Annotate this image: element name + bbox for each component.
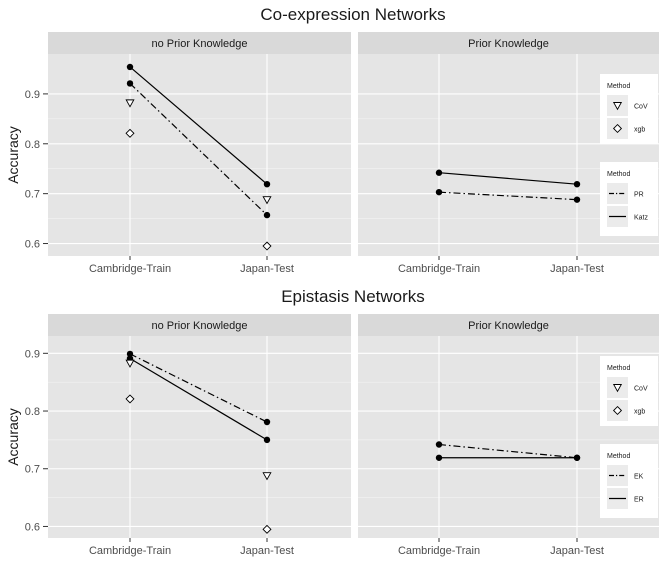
legend-title: Method	[607, 83, 630, 90]
legend-key	[607, 465, 628, 486]
legend-label: EK	[634, 474, 644, 481]
data-point-xgb	[262, 241, 272, 251]
data-point-er	[435, 454, 443, 461]
legend-key-cov	[612, 384, 623, 393]
series-line-er	[129, 357, 268, 441]
panel-1: no Prior Knowledge Cambridge-Train Japan-T…	[48, 314, 351, 557]
plot-panel	[48, 336, 351, 538]
data-point-xgb	[262, 524, 272, 534]
data-point-er	[263, 436, 271, 444]
x-tick-label: Cambridge-Train	[398, 545, 480, 557]
legend: Method CoV xgb	[600, 74, 658, 144]
y-tick-label: 0.9	[25, 348, 40, 360]
facet-strip-label: no Prior Knowledge	[151, 320, 247, 332]
facet-strip-label: no Prior Knowledge	[151, 38, 247, 50]
data-point-ek	[435, 441, 443, 448]
facet-strip-label: Prior Knowledge	[468, 38, 549, 50]
legend-label: Katz	[634, 215, 649, 222]
facet-strip	[48, 32, 351, 54]
data-point-katz	[573, 180, 581, 188]
y-tick-label: 0.6	[25, 521, 40, 533]
x-tick-label: Japan-Test	[550, 545, 604, 557]
x-tick-label: Cambridge-Train	[89, 263, 171, 275]
data-point-cov	[125, 99, 135, 108]
x-tick-label: Japan-Test	[550, 263, 604, 275]
legend-label: CoV	[634, 386, 648, 393]
legend-label: PR	[634, 192, 644, 199]
y-tick-label: 0.8	[25, 139, 40, 151]
series-line-pr	[438, 191, 578, 201]
panel-1: no Prior Knowledge Cambridge-Train Japan-T…	[48, 32, 351, 275]
facet-strip	[358, 32, 659, 54]
legend: Method PR Katz	[600, 162, 658, 236]
data-point-cov	[125, 359, 135, 368]
data-point-ek	[263, 418, 271, 426]
y-axis-label: Accuracy	[5, 408, 21, 466]
y-tick-label: 0.7	[25, 464, 40, 476]
y-tick-label: 0.9	[25, 89, 40, 101]
y-tick-label: 0.7	[25, 189, 40, 201]
y-axis-label: Accuracy	[5, 126, 21, 184]
x-tick-label: Cambridge-Train	[89, 545, 171, 557]
panel-2: Prior Knowledge Cambridge-Train Japan-Test	[358, 32, 659, 275]
chart-1: Co-expression Networks Accuracy 0.6 0.7 0.8 0…	[5, 5, 659, 275]
legend-label: xgb	[634, 409, 645, 416]
chart-2: Epistasis Networks Accuracy 0.6 0.7 0.8 0.9 no…	[5, 287, 659, 557]
legend-label: ER	[634, 497, 644, 504]
x-tick-label: Japan-Test	[240, 263, 294, 275]
chart-title: Co-expression Networks	[260, 5, 445, 24]
facet-strip-label: Prior Knowledge	[468, 320, 549, 332]
data-point-katz	[435, 169, 443, 176]
legend-key-xgb	[612, 123, 623, 134]
y-tick-label: 0.8	[25, 406, 40, 418]
x-tick-label: Japan-Test	[240, 545, 294, 557]
data-point-pr	[435, 188, 443, 196]
series-line-katz	[129, 66, 268, 185]
legend-key-xgb	[612, 405, 623, 416]
data-point-ek	[126, 350, 134, 358]
chart-title: Epistasis Networks	[281, 287, 425, 306]
legend-key	[607, 183, 628, 204]
data-point-pr	[263, 211, 271, 219]
series-line-ek	[438, 443, 578, 459]
panel-2: Prior Knowledge Cambridge-Train Japan-Test	[358, 314, 659, 557]
data-point-cov	[262, 196, 272, 205]
legend-title: Method	[607, 453, 630, 460]
facet-strip	[48, 314, 351, 336]
legend-title: Method	[607, 171, 630, 178]
legend-label: CoV	[634, 104, 648, 111]
legend-key-cov	[612, 102, 623, 111]
x-tick-label: Cambridge-Train	[398, 263, 480, 275]
legend-title: Method	[607, 365, 630, 372]
series-line-pr	[129, 82, 268, 216]
data-point-cov	[262, 472, 272, 481]
data-point-er	[573, 454, 581, 461]
legend: Method CoV xgb	[600, 356, 658, 426]
data-point-xgb	[125, 394, 135, 404]
data-point-katz	[263, 180, 271, 188]
data-point-katz	[126, 63, 134, 71]
series-line-ek	[129, 353, 268, 423]
y-tick-label: 0.6	[25, 239, 40, 251]
data-point-pr	[573, 196, 581, 203]
data-point-xgb	[125, 128, 135, 138]
legend-label: xgb	[634, 127, 645, 134]
legend: Method EK ER	[600, 444, 658, 518]
plot-panel	[48, 54, 351, 256]
data-point-pr	[126, 80, 134, 87]
series-line-katz	[438, 172, 578, 185]
facet-strip	[358, 314, 659, 336]
